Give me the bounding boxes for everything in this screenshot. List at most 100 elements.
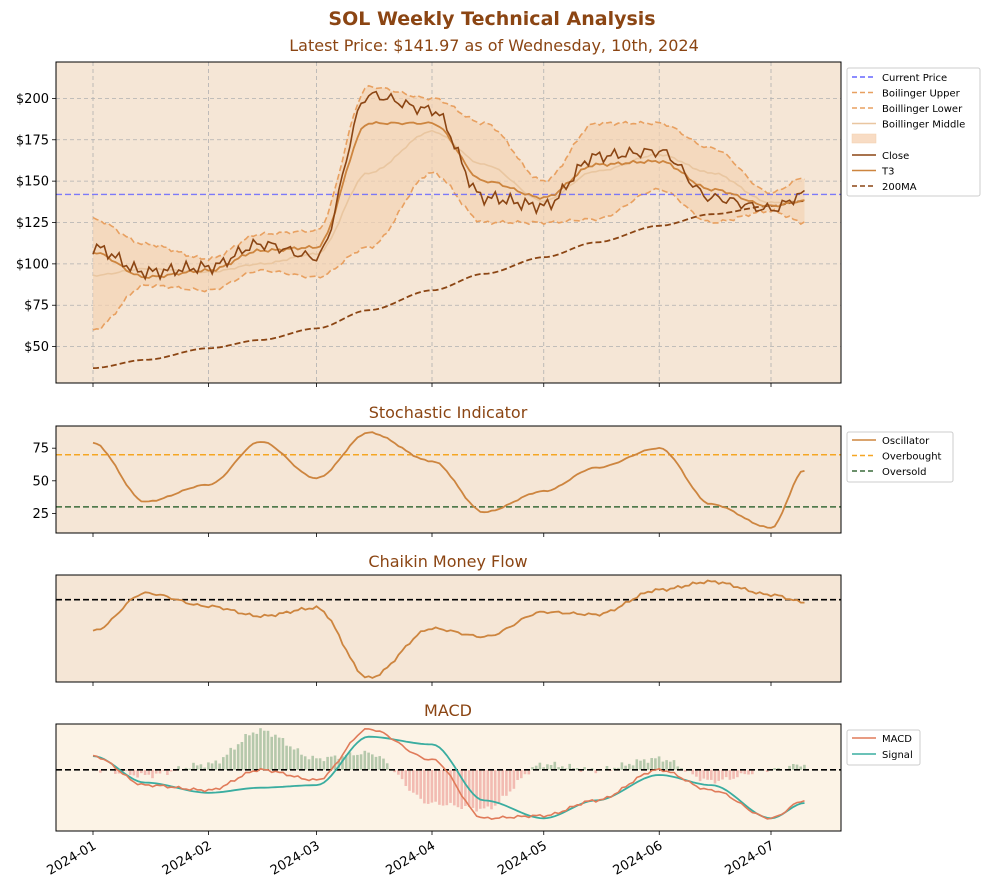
bollinger-upper-line bbox=[92, 84, 805, 262]
macd-histogram-bar bbox=[348, 752, 352, 770]
macd-histogram-bar bbox=[710, 769, 713, 780]
macd-histogram-bar bbox=[490, 769, 493, 810]
macd-histogram-bar bbox=[523, 769, 527, 775]
macd-histogram-bar bbox=[281, 738, 285, 770]
chart-title: SOL Weekly Technical Analysis bbox=[328, 8, 655, 30]
macd-histogram-bar bbox=[214, 760, 218, 770]
macd-histogram-bar bbox=[125, 769, 128, 771]
macd-histogram-bar bbox=[352, 755, 355, 770]
legend-label-macd: MACD bbox=[882, 734, 912, 745]
macd-histogram-bar bbox=[236, 744, 240, 770]
macd-histogram-bar bbox=[412, 769, 415, 793]
macd-histogram-bar bbox=[669, 761, 672, 770]
macd-histogram-bar bbox=[330, 756, 333, 770]
x-tick-label: 2024-01 bbox=[44, 838, 99, 878]
macd-histogram-bar bbox=[736, 769, 739, 778]
macd-histogram-bar bbox=[270, 736, 273, 770]
macd-histogram-bar bbox=[788, 765, 791, 770]
macd-histogram-bar bbox=[363, 750, 367, 770]
macd-histogram-bar bbox=[300, 754, 303, 770]
macd-histogram-bar bbox=[296, 748, 300, 770]
macd-histogram-bar bbox=[303, 756, 307, 770]
macd-histogram-bar bbox=[527, 769, 531, 775]
stochastic-frame bbox=[55, 425, 842, 534]
macd-histogram-bar bbox=[579, 769, 583, 772]
macd-histogram-bar bbox=[359, 754, 363, 770]
macd-histogram-bar bbox=[251, 732, 255, 770]
macd-histogram-bar bbox=[724, 769, 728, 778]
macd-histogram-bar bbox=[728, 769, 732, 780]
macd-histogram-bar bbox=[646, 762, 650, 770]
macd-histogram-bar bbox=[683, 769, 687, 772]
macd-histogram-bar bbox=[739, 769, 743, 774]
macd-histogram-bar bbox=[706, 769, 709, 780]
macd-histogram-bar bbox=[400, 769, 404, 780]
macd-histogram-bar bbox=[341, 756, 344, 770]
macd-histogram-bar bbox=[210, 763, 214, 770]
macd-histogram-bar bbox=[158, 769, 162, 774]
macd-histogram-bar bbox=[546, 764, 549, 770]
macd-histogram-bar bbox=[568, 763, 571, 770]
macd-histogram-bar bbox=[732, 769, 735, 779]
price-legend: Current Price Boilinger Upper Boillinger… bbox=[846, 67, 981, 197]
macd-histogram-bar bbox=[240, 742, 244, 770]
macd-histogram-bar bbox=[642, 759, 646, 770]
macd-histogram-bar bbox=[184, 767, 188, 770]
macd-histogram-bar bbox=[482, 769, 486, 809]
macd-histogram-bar bbox=[374, 756, 378, 770]
macd-histogram-bar bbox=[218, 763, 221, 770]
macd-histogram-bar bbox=[512, 769, 516, 789]
price-legend-box bbox=[846, 67, 981, 197]
x-tick-label: 2024-02 bbox=[160, 838, 215, 878]
macd-legend: MACD Signal bbox=[846, 729, 921, 766]
macd-histogram-bar bbox=[315, 758, 318, 770]
macd-histogram-bar bbox=[441, 769, 445, 806]
macd-histogram-bar bbox=[99, 769, 102, 773]
legend-label-bollinger-upper: Boilinger Upper bbox=[882, 89, 961, 100]
macd-histogram-bar bbox=[229, 747, 232, 770]
y-tick-label: $100 bbox=[16, 257, 49, 272]
y-tick-label: $200 bbox=[16, 92, 49, 107]
macd-histogram-bar bbox=[654, 758, 657, 770]
legend-label-current-price: Current Price bbox=[882, 73, 947, 84]
macd-histogram-bar bbox=[434, 769, 437, 802]
macd-histogram-bar bbox=[169, 769, 173, 772]
macd-histogram-bar bbox=[207, 762, 210, 770]
macd-histogram-bar bbox=[508, 769, 512, 792]
macd-histogram-bar bbox=[408, 769, 411, 791]
macd-histogram-bar bbox=[136, 769, 139, 778]
bollinger-band-fill bbox=[93, 85, 805, 330]
macd-histogram-bar bbox=[773, 768, 776, 770]
legend-label-200ma: 200MA bbox=[882, 182, 917, 193]
macd-histogram-bar bbox=[479, 769, 482, 809]
oscillator-line bbox=[92, 431, 805, 529]
macd-histogram-bar bbox=[628, 763, 631, 770]
macd-histogram-bar bbox=[415, 769, 419, 795]
macd-histogram-bar bbox=[233, 749, 236, 770]
stochastic-panel: 25 50 75 bbox=[32, 425, 842, 534]
macd-histogram-bar bbox=[337, 758, 341, 770]
macd-histogram-bar bbox=[575, 768, 579, 770]
y-tick-label: 50 bbox=[32, 474, 49, 489]
macd-histogram-bar bbox=[393, 769, 396, 773]
macd-histogram-bar bbox=[274, 734, 277, 770]
macd-histogram-bar bbox=[475, 769, 478, 812]
macd-histogram-bar bbox=[624, 765, 627, 770]
cmf-plot-area bbox=[56, 575, 841, 682]
macd-histogram-bar bbox=[505, 769, 508, 796]
y-tick-label: $150 bbox=[16, 175, 49, 190]
macd-histogram-bar bbox=[792, 764, 795, 770]
macd-histogram-bar bbox=[460, 769, 463, 809]
stochastic-title: Stochastic Indicator bbox=[369, 403, 528, 422]
y-tick-label: $175 bbox=[16, 133, 49, 148]
macd-histogram-bar bbox=[799, 766, 802, 770]
macd-histogram-bar bbox=[385, 763, 389, 770]
macd-histogram-bar bbox=[717, 769, 720, 781]
cmf-panel bbox=[55, 574, 842, 683]
macd-histogram-bar bbox=[698, 769, 702, 782]
bollinger-lower-line bbox=[92, 170, 805, 331]
macd-histogram-bar bbox=[620, 762, 624, 770]
macd-histogram-bar bbox=[486, 769, 490, 807]
